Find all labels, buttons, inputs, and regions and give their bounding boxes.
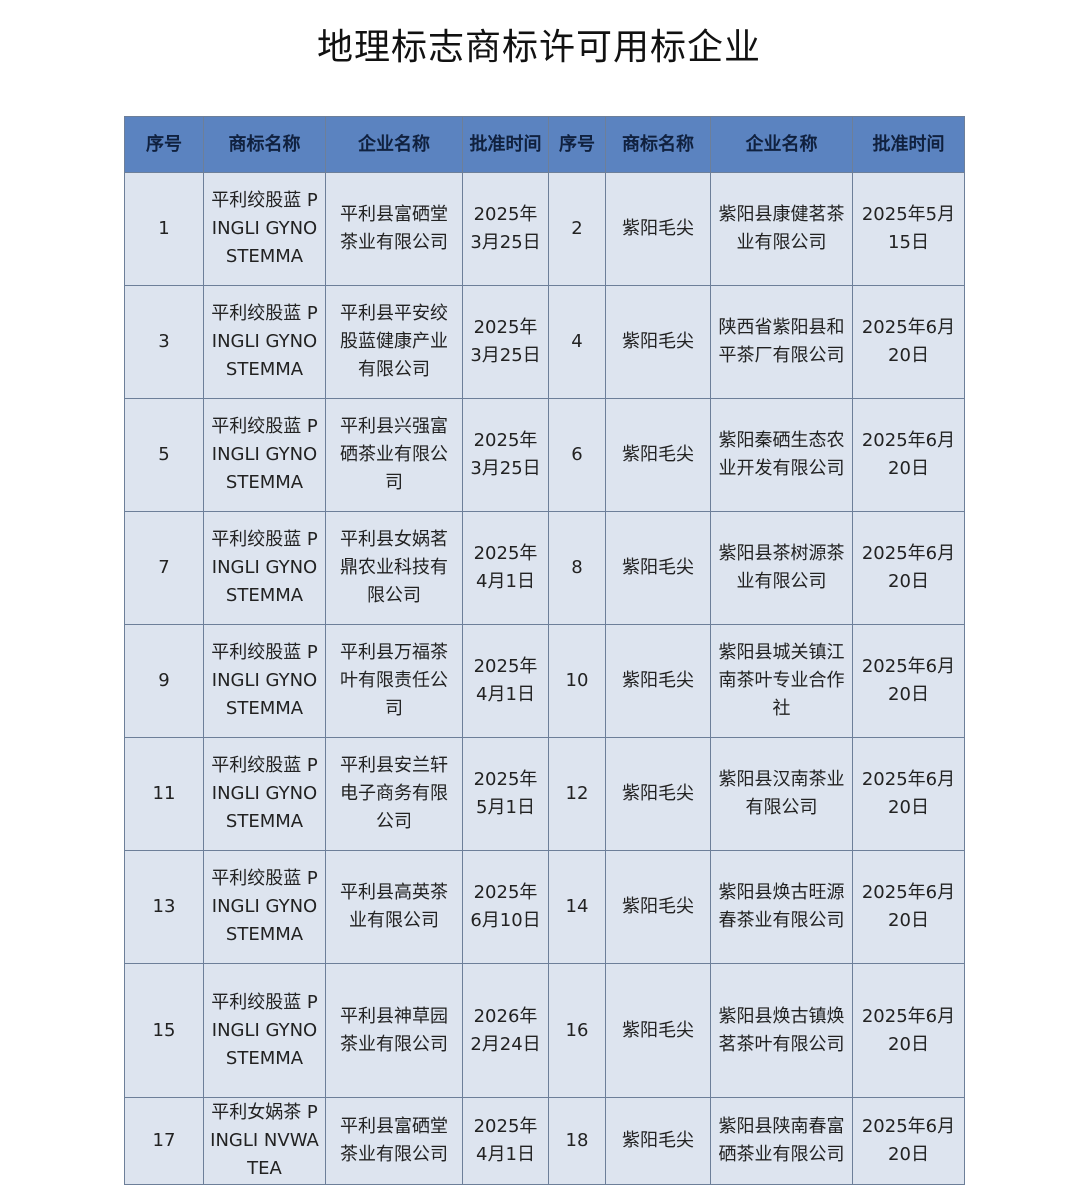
header-no: 序号 xyxy=(124,116,204,173)
trademark-name-cell: 紫阳毛尖 xyxy=(605,624,711,738)
approval-date-cell: 2025年6月20日 xyxy=(852,624,965,738)
approval-date-cell: 2025年6月20日 xyxy=(852,850,965,964)
header-company: 企业名称 xyxy=(325,116,463,173)
serial-no-cell: 16 xyxy=(548,963,606,1098)
trademark-name-cell: 紫阳毛尖 xyxy=(605,1097,711,1185)
company-name-cell: 紫阳县茶树源茶业有限公司 xyxy=(710,511,853,625)
trademark-name-cell: 平利绞股蓝 PINGLI GYNOSTEMMA xyxy=(203,398,326,512)
company-name-cell: 紫阳秦硒生态农业开发有限公司 xyxy=(710,398,853,512)
approval-date-cell: 2025年4月1日 xyxy=(462,624,549,738)
header-date-2: 批准时间 xyxy=(852,116,965,173)
company-name-cell: 紫阳县焕古镇焕茗茶叶有限公司 xyxy=(710,963,853,1098)
approval-date-cell: 2025年3月25日 xyxy=(462,398,549,512)
approval-date-cell: 2026年2月24日 xyxy=(462,963,549,1098)
company-name-cell: 紫阳县康健茗茶业有限公司 xyxy=(710,172,853,286)
company-name-cell: 紫阳县城关镇江南茶叶专业合作社 xyxy=(710,624,853,738)
approval-date-cell: 2025年6月20日 xyxy=(852,963,965,1098)
company-name-cell: 紫阳县焕古旺源春茶业有限公司 xyxy=(710,850,853,964)
serial-no-cell: 14 xyxy=(548,850,606,964)
table-row: 13 平利绞股蓝 PINGLI GYNOSTEMMA 平利县高英茶业有限公司 2025… xyxy=(124,850,965,964)
company-name-cell: 平利县女娲茗鼎农业科技有限公司 xyxy=(325,511,463,625)
licensed-enterprises-table: 序号 商标名称 企业名称 批准时间 序号 商标名称 企业名称 批准时间 1 平利绞… xyxy=(124,116,965,1185)
table-row: 9 平利绞股蓝 PINGLI GYNOSTEMMA 平利县万福茶叶有限责任公司 202… xyxy=(124,624,965,738)
header-brand: 商标名称 xyxy=(203,116,326,173)
serial-no-cell: 3 xyxy=(124,285,204,399)
trademark-name-cell: 平利绞股蓝 PINGLI GYNOSTEMMA xyxy=(203,511,326,625)
table-row: 15 平利绞股蓝 PINGLI GYNOSTEMMA 平利县神草园茶业有限公司 202… xyxy=(124,963,965,1098)
serial-no-cell: 6 xyxy=(548,398,606,512)
trademark-name-cell: 紫阳毛尖 xyxy=(605,511,711,625)
company-name-cell: 平利县兴强富硒茶业有限公司 xyxy=(325,398,463,512)
approval-date-cell: 2025年6月20日 xyxy=(852,398,965,512)
serial-no-cell: 9 xyxy=(124,624,204,738)
company-name-cell: 平利县神草园茶业有限公司 xyxy=(325,963,463,1098)
approval-date-cell: 2025年4月1日 xyxy=(462,1097,549,1185)
table-row: 5 平利绞股蓝 PINGLI GYNOSTEMMA 平利县兴强富硒茶业有限公司 202… xyxy=(124,398,965,512)
trademark-name-cell: 平利绞股蓝 PINGLI GYNOSTEMMA xyxy=(203,963,326,1098)
company-name-cell: 平利县万福茶叶有限责任公司 xyxy=(325,624,463,738)
trademark-name-cell: 紫阳毛尖 xyxy=(605,285,711,399)
serial-no-cell: 10 xyxy=(548,624,606,738)
trademark-name-cell: 紫阳毛尖 xyxy=(605,850,711,964)
trademark-name-cell: 平利绞股蓝 PINGLI GYNOSTEMMA xyxy=(203,850,326,964)
serial-no-cell: 1 xyxy=(124,172,204,286)
approval-date-cell: 2025年6月20日 xyxy=(852,737,965,851)
trademark-name-cell: 平利绞股蓝 PINGLI GYNOSTEMMA xyxy=(203,172,326,286)
trademark-name-cell: 平利绞股蓝 PINGLI GYNOSTEMMA xyxy=(203,285,326,399)
trademark-name-cell: 紫阳毛尖 xyxy=(605,737,711,851)
trademark-name-cell: 紫阳毛尖 xyxy=(605,398,711,512)
serial-no-cell: 4 xyxy=(548,285,606,399)
company-name-cell: 平利县富硒堂茶业有限公司 xyxy=(325,1097,463,1185)
trademark-name-cell: 平利绞股蓝 PINGLI GYNOSTEMMA xyxy=(203,624,326,738)
serial-no-cell: 18 xyxy=(548,1097,606,1185)
header-company-2: 企业名称 xyxy=(710,116,853,173)
table-row: 1 平利绞股蓝 PINGLI GYNOSTEMMA 平利县富硒堂茶业有限公司 2025… xyxy=(124,172,965,286)
serial-no-cell: 7 xyxy=(124,511,204,625)
company-name-cell: 平利县高英茶业有限公司 xyxy=(325,850,463,964)
table-row: 7 平利绞股蓝 PINGLI GYNOSTEMMA 平利县女娲茗鼎农业科技有限公司 2… xyxy=(124,511,965,625)
approval-date-cell: 2025年3月25日 xyxy=(462,285,549,399)
serial-no-cell: 13 xyxy=(124,850,204,964)
table-row: 17 平利女娲茶 PINGLI NVWA TEA 平利县富硒堂茶业有限公司 2025年… xyxy=(124,1097,965,1185)
header-no-2: 序号 xyxy=(548,116,606,173)
header-brand-2: 商标名称 xyxy=(605,116,711,173)
trademark-name-cell: 紫阳毛尖 xyxy=(605,172,711,286)
trademark-name-cell: 平利绞股蓝 PINGLI GYNOSTEMMA xyxy=(203,737,326,851)
table-row: 11 平利绞股蓝 PINGLI GYNOSTEMMA 平利县安兰轩电子商务有限公司 2… xyxy=(124,737,965,851)
header-row: 序号 商标名称 企业名称 批准时间 序号 商标名称 企业名称 批准时间 xyxy=(124,116,965,173)
table-row: 3 平利绞股蓝 PINGLI GYNOSTEMMA 平利县平安绞股蓝健康产业有限公司… xyxy=(124,285,965,399)
serial-no-cell: 2 xyxy=(548,172,606,286)
company-name-cell: 平利县安兰轩电子商务有限公司 xyxy=(325,737,463,851)
company-name-cell: 陕西省紫阳县和平茶厂有限公司 xyxy=(710,285,853,399)
trademark-name-cell: 平利女娲茶 PINGLI NVWA TEA xyxy=(203,1097,326,1185)
company-name-cell: 紫阳县汉南茶业有限公司 xyxy=(710,737,853,851)
approval-date-cell: 2025年6月20日 xyxy=(852,1097,965,1185)
approval-date-cell: 2025年6月20日 xyxy=(852,511,965,625)
page-title: 地理标志商标许可用标企业 xyxy=(316,27,761,68)
approval-date-cell: 2025年5月15日 xyxy=(852,172,965,286)
trademark-name-cell: 紫阳毛尖 xyxy=(605,963,711,1098)
serial-no-cell: 17 xyxy=(124,1097,204,1185)
approval-date-cell: 2025年4月1日 xyxy=(462,511,549,625)
header-date: 批准时间 xyxy=(462,116,549,173)
serial-no-cell: 8 xyxy=(548,511,606,625)
approval-date-cell: 2025年6月20日 xyxy=(852,285,965,399)
approval-date-cell: 2025年6月10日 xyxy=(462,850,549,964)
company-name-cell: 平利县富硒堂茶业有限公司 xyxy=(325,172,463,286)
serial-no-cell: 11 xyxy=(124,737,204,851)
company-name-cell: 紫阳县陕南春富硒茶业有限公司 xyxy=(710,1097,853,1185)
approval-date-cell: 2025年5月1日 xyxy=(462,737,549,851)
serial-no-cell: 12 xyxy=(548,737,606,851)
approval-date-cell: 2025年3月25日 xyxy=(462,172,549,286)
serial-no-cell: 15 xyxy=(124,963,204,1098)
company-name-cell: 平利县平安绞股蓝健康产业有限公司 xyxy=(325,285,463,399)
serial-no-cell: 5 xyxy=(124,398,204,512)
